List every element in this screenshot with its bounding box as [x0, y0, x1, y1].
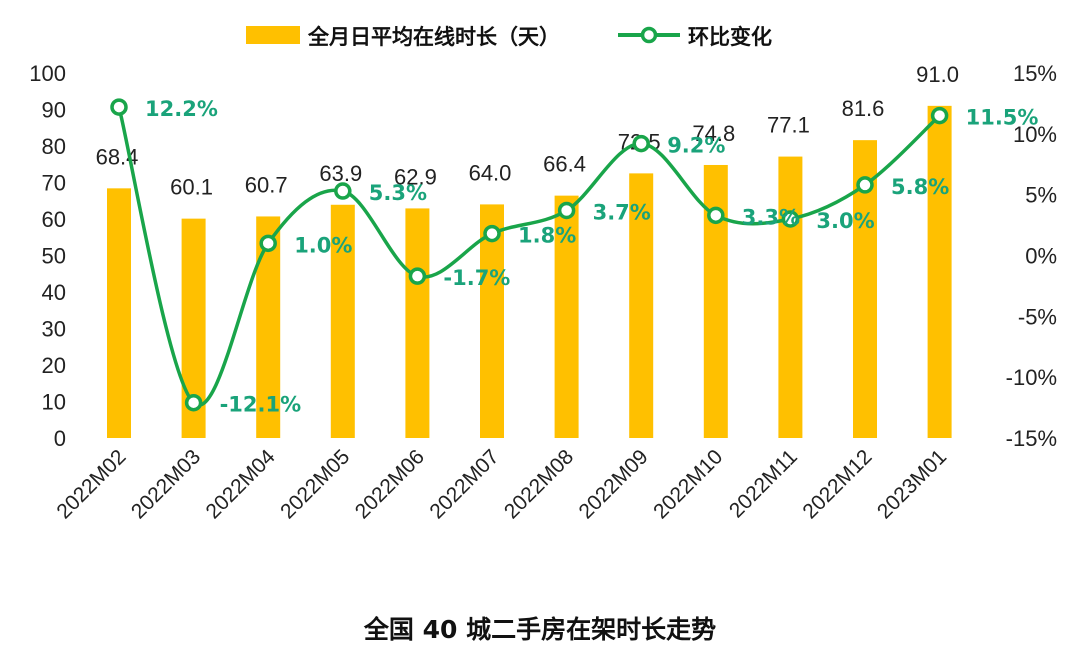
bar-value-label: 81.6	[842, 96, 885, 121]
bar-data-labels: 68.460.160.763.962.964.066.472.574.877.1…	[96, 62, 959, 200]
bar-value-label: 64.0	[469, 160, 512, 185]
line-point	[781, 210, 800, 228]
y-left-tick-label: 40	[42, 280, 66, 305]
line-point	[334, 182, 352, 200]
line-path	[117, 106, 941, 407]
y-right-tick-label: 15%	[1013, 61, 1057, 86]
line-value-label: 11.5%	[966, 106, 1039, 130]
bar	[927, 105, 952, 438]
bar	[554, 195, 579, 438]
y-right-tick-label: -15%	[1006, 426, 1057, 451]
bar-value-label: 60.7	[245, 172, 288, 197]
y-left-tick-label: 0	[54, 426, 66, 451]
bar-series	[107, 105, 952, 439]
bar-value-label: 74.8	[692, 121, 735, 146]
x-tick-label: 2022M04	[202, 445, 280, 523]
y-left-tick-label: 90	[42, 98, 66, 123]
line-value-label: 12.2%	[145, 97, 218, 121]
y-left-tick-label: 20	[42, 353, 66, 378]
line-value-label: 3.7%	[593, 200, 651, 224]
x-tick-label: 2022M08	[500, 445, 578, 523]
y-left-tick-label: 70	[42, 171, 66, 196]
bar	[629, 173, 654, 438]
bar	[107, 188, 131, 438]
bar	[330, 204, 355, 438]
bar	[703, 164, 728, 439]
y-right-tick-label: 0%	[1025, 244, 1057, 269]
bar	[405, 208, 430, 438]
line-value-label: 1.0%	[294, 233, 352, 257]
line-point	[184, 393, 203, 412]
line-point	[259, 234, 277, 253]
line-point	[408, 267, 427, 285]
bar-value-label: 91.0	[916, 62, 959, 87]
x-tick-label: 2022M09	[575, 445, 653, 523]
y-right-tick-label: -5%	[1018, 304, 1057, 329]
line-point	[632, 134, 650, 153]
legend: 全月日平均在线时长（天） 环比变化	[246, 25, 772, 49]
bar	[778, 156, 803, 438]
bar-value-label: 63.9	[319, 161, 362, 186]
y-axis-right: -15% -10% -5% 0% 5% 10% 15%	[1006, 61, 1057, 451]
y-left-tick-label: 80	[42, 134, 66, 159]
y-right-tick-label: 5%	[1025, 183, 1057, 208]
x-tick-label: 2022M05	[276, 445, 354, 523]
line-value-label: 5.8%	[891, 175, 949, 199]
line-value-label: 3.0%	[816, 209, 874, 233]
bar-value-label: 60.1	[170, 175, 213, 200]
legend-label-bar: 全月日平均在线时长（天）	[307, 25, 560, 49]
line-series	[110, 98, 949, 412]
line-value-label: 5.3%	[369, 181, 427, 205]
bar	[256, 216, 281, 438]
bar-value-label: 77.1	[767, 113, 810, 138]
line-value-label: -1.7%	[443, 266, 510, 290]
bar-value-label: 62.9	[394, 164, 437, 189]
y-left-tick-label: 60	[42, 207, 66, 232]
y-axis-left: 0 10 20 30 40 50 60 70 80 90 100	[29, 61, 66, 451]
line-point	[856, 176, 874, 194]
line-point	[483, 224, 501, 243]
bar	[480, 204, 504, 438]
line-data-labels: 12.2% -12.1% 1.0% 5.3% -1.7% 1.8% 3.7% 9.2% 3.3%…	[145, 97, 1038, 417]
x-tick-label: 2022M10	[649, 445, 727, 523]
x-tick-label: 2022M11	[725, 445, 802, 522]
y-right-tick-label: 10%	[1013, 122, 1057, 147]
bar-value-label: 66.4	[543, 152, 586, 177]
x-tick-label: 2022M12	[798, 445, 876, 523]
y-left-tick-label: 50	[42, 244, 66, 269]
line-value-label: 1.8%	[518, 224, 576, 248]
line-point	[110, 98, 128, 116]
x-tick-label: 2022M06	[351, 445, 429, 523]
y-right-tick-label: -10%	[1006, 365, 1057, 390]
line-value-label: 3.3%	[742, 205, 800, 229]
chart-title: 全国 40 城二手房在架时长走势	[363, 615, 716, 644]
legend-swatch-marker	[640, 26, 658, 44]
line-point	[557, 201, 576, 220]
y-left-tick-label: 100	[29, 61, 66, 86]
line-point	[930, 106, 949, 125]
x-tick-label: 2022M07	[425, 445, 503, 523]
y-left-tick-label: 10	[42, 390, 66, 415]
line-value-label: 9.2%	[667, 134, 725, 158]
x-tick-label: 2022M03	[127, 445, 205, 523]
legend-swatch-bar	[246, 26, 300, 44]
x-tick-label: 2022M02	[52, 445, 130, 523]
legend-label-line: 环比变化	[688, 25, 772, 49]
x-axis: 2022M022022M032022M042022M052022M062022M…	[52, 445, 951, 523]
line-value-label: -12.1%	[220, 393, 302, 417]
x-tick-label: 2023M01	[873, 445, 951, 523]
y-left-tick-label: 30	[42, 317, 66, 342]
line-point	[707, 206, 725, 225]
